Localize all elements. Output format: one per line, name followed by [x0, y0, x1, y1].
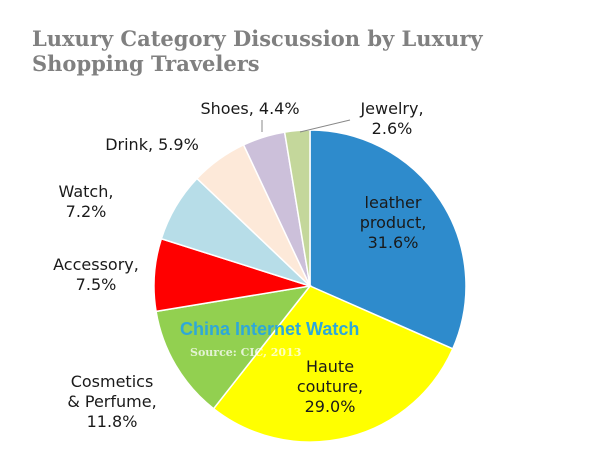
pie-slice-leather-product: [309, 129, 467, 350]
slice-label-drink: Drink, 5.9%: [105, 135, 199, 154]
slice-label-watch: Watch, 7.2%: [59, 182, 114, 221]
leader-line: [299, 119, 351, 133]
watermark-source: Source: CIC, 2013: [190, 346, 301, 359]
slice-label-leather-product: leather product, 31.6%: [360, 193, 427, 252]
slice-label-jewelry: Jewelry, 2.6%: [359, 99, 423, 138]
pie-slice-cosmetics-perfume: [155, 284, 312, 410]
slice-label-accessory: Accessory, 7.5%: [53, 255, 139, 294]
slice-label-shoes: Shoes, 4.4%: [200, 99, 299, 118]
slice-label-cosmetics-perfume: Cosmetics & Perfume, 11.8%: [67, 372, 156, 431]
pie-slice-haute-couture: [212, 285, 454, 443]
chart-title: Luxury Category Discussion by Luxury Sho…: [32, 26, 483, 76]
watermark-text: China Internet Watch: [180, 319, 359, 339]
slice-label-haute-couture: Haute couture, 29.0%: [297, 357, 363, 416]
